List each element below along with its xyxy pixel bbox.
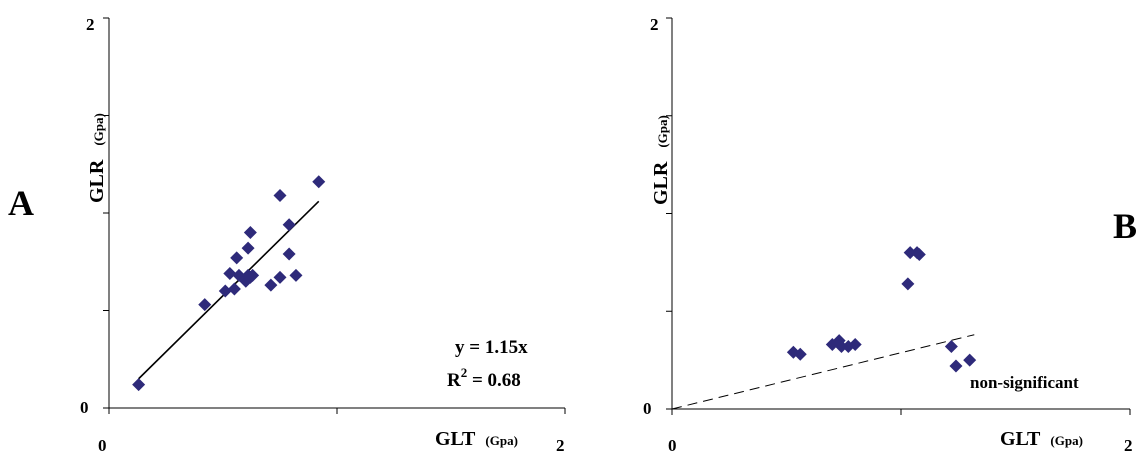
chart-panel-b: B 2 0 0 2 GLR (Gpa) GLT (Gpa) non-signific… xyxy=(643,15,1137,452)
data-point-a xyxy=(312,175,326,189)
data-point-a xyxy=(273,270,287,284)
data-point-b xyxy=(901,277,915,291)
data-point-a xyxy=(264,278,278,292)
x-tick-label-end-b: 2 xyxy=(1124,436,1133,452)
data-point-a xyxy=(218,284,232,298)
x-axis-label-main-a: GLT xyxy=(435,428,476,450)
scatter-points-a xyxy=(132,175,326,392)
y-axis-label-main-a: GLR xyxy=(86,159,108,203)
data-point-b xyxy=(912,248,926,262)
x-tick-label-zero-a: 0 xyxy=(98,436,107,452)
data-point-b xyxy=(903,246,917,260)
y-axis-label-unit-a: (Gpa) xyxy=(91,113,106,146)
y-tick-label-zero-b: 0 xyxy=(643,399,652,418)
panel-label-a: A xyxy=(8,183,34,223)
data-point-a xyxy=(241,241,255,255)
data-point-b xyxy=(949,359,963,373)
panel-label-b: B xyxy=(1113,206,1137,246)
axes-b xyxy=(671,18,1130,410)
data-point-a xyxy=(223,266,237,280)
y-axis-label-b: GLR (Gpa) xyxy=(650,115,672,205)
data-point-a xyxy=(243,226,257,239)
data-point-b xyxy=(834,339,848,353)
y-axis-label-unit-b: (Gpa) xyxy=(655,115,670,148)
data-point-a xyxy=(198,298,212,312)
data-point-a xyxy=(241,268,255,282)
data-point-b xyxy=(963,353,977,367)
r-squared-exponent: 2 xyxy=(461,365,468,380)
data-point-a xyxy=(282,247,296,261)
trendline-path-b xyxy=(671,334,975,410)
data-point-a xyxy=(282,218,296,232)
data-point-a xyxy=(227,282,241,296)
y-axis-label-main-b: GLR xyxy=(650,161,672,205)
y-tick-label-top-a: 2 xyxy=(86,15,95,34)
data-point-a xyxy=(289,268,303,282)
y-tick-label-top-b: 2 xyxy=(650,15,659,34)
y-axis-label-a: GLR (Gpa) xyxy=(86,113,108,203)
x-axis-label-unit-b: (Gpa) xyxy=(1050,433,1083,448)
data-point-a xyxy=(273,188,287,202)
data-point-a xyxy=(230,251,244,265)
r-squared-r: R xyxy=(447,370,461,391)
x-tick-label-end-a: 2 xyxy=(556,436,565,452)
y-tick-label-zero-a: 0 xyxy=(80,398,89,417)
x-tick-label-zero-b: 0 xyxy=(668,436,677,452)
trendline-b xyxy=(671,334,975,410)
r-squared-annotation-a: R2 = 0.68 xyxy=(447,365,521,391)
significance-annotation-b: non-significant xyxy=(970,373,1079,392)
x-axis-label-b: GLT (Gpa) xyxy=(1000,428,1083,450)
x-axis-label-unit-a: (Gpa) xyxy=(485,433,518,448)
x-axis-label-main-b: GLT xyxy=(1000,428,1041,450)
data-point-b xyxy=(944,339,958,353)
tick-marks-b xyxy=(666,17,1131,415)
data-point-b xyxy=(848,337,862,351)
x-axis-label-a: GLT (Gpa) xyxy=(435,428,518,450)
data-point-a xyxy=(132,378,146,392)
chart-panel-a: A 2 0 0 2 GLR(Gpa) GLT (Gpa) y = 1.15x R2… xyxy=(8,15,566,452)
scatter-points-b xyxy=(786,246,977,373)
data-point-b xyxy=(793,347,807,361)
r-squared-value: = 0.68 xyxy=(467,370,521,391)
tick-marks-a xyxy=(103,17,566,414)
equation-annotation-a: y = 1.15x xyxy=(455,337,528,358)
